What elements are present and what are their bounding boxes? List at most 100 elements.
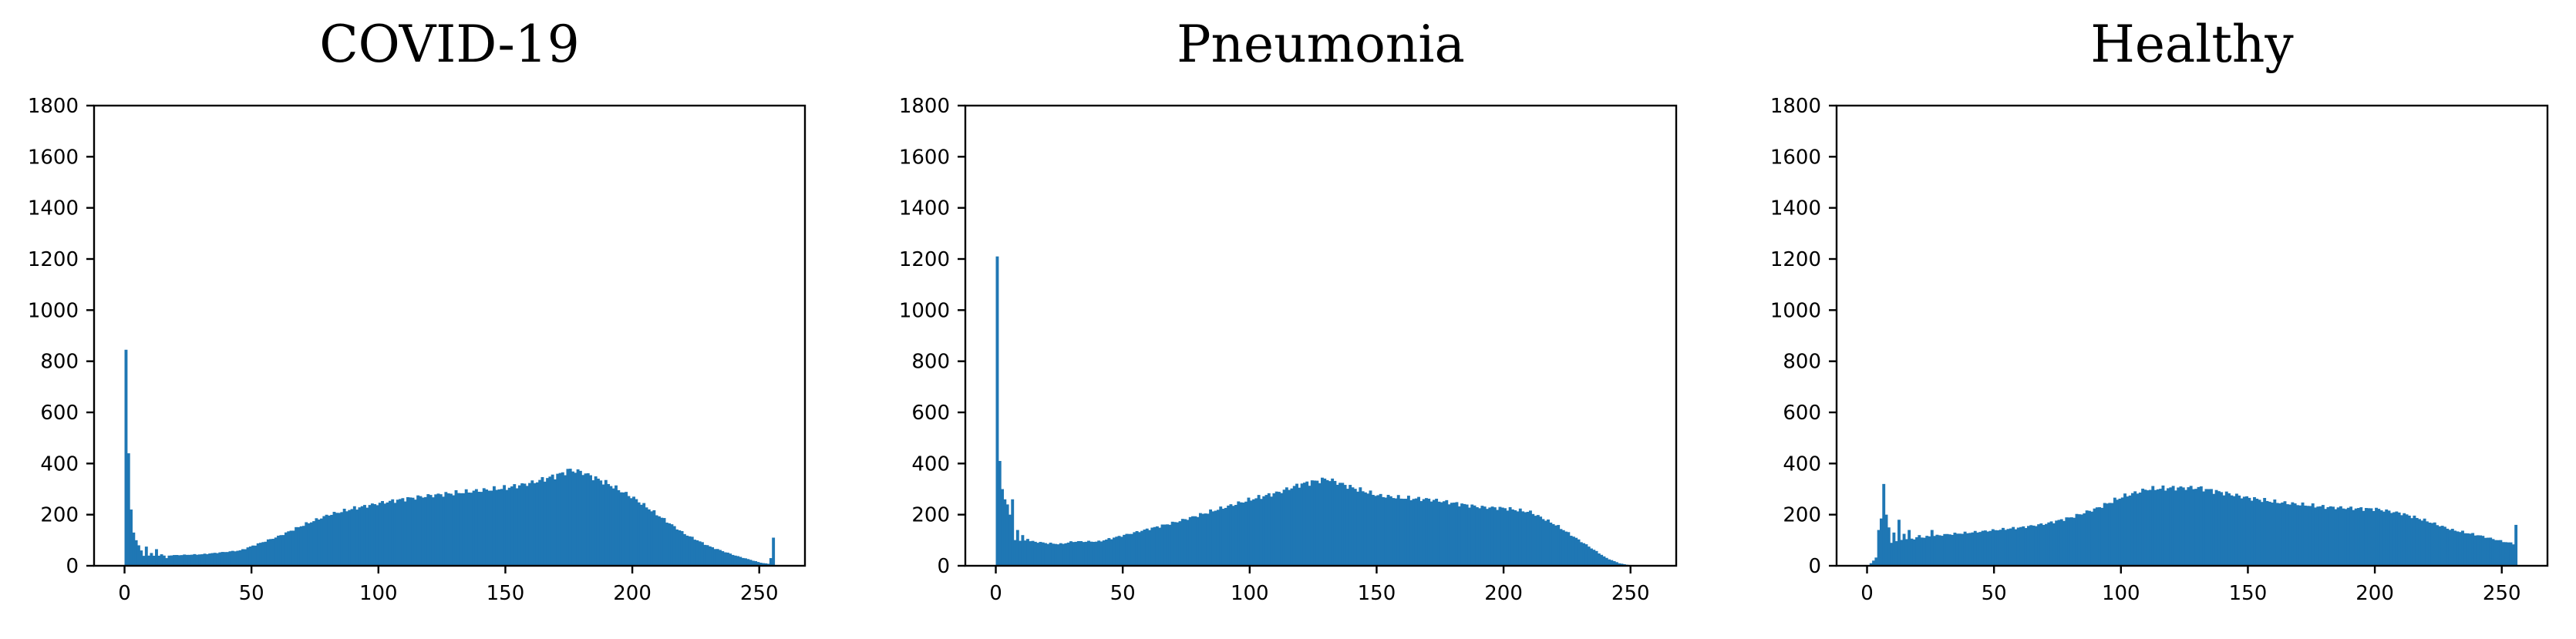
histogram-bar — [1094, 541, 1098, 566]
histogram-bar — [244, 549, 247, 566]
histogram-bar — [2494, 540, 2497, 566]
histogram-bar — [1382, 496, 1385, 566]
histogram-bar — [1544, 520, 1547, 566]
histogram-bar — [2273, 499, 2277, 566]
x-tick-label: 50 — [239, 582, 264, 605]
histogram-bar — [373, 504, 377, 566]
histogram-bar — [1191, 516, 1194, 566]
histogram-bar — [1076, 540, 1080, 566]
histogram-bar — [492, 486, 496, 566]
histogram-bar — [1961, 533, 1965, 566]
histogram-bar — [2138, 492, 2142, 566]
histogram-bar — [1473, 505, 1477, 566]
histogram-bar — [289, 530, 293, 566]
histogram-bar — [416, 495, 420, 566]
histogram-bar — [1254, 498, 1258, 566]
histogram-bar — [650, 511, 654, 566]
histogram-bar — [1351, 487, 1355, 566]
histogram-bar — [2098, 507, 2102, 566]
histogram-bar — [327, 515, 331, 566]
histogram-bar — [299, 526, 303, 566]
histogram-bar — [429, 495, 433, 566]
histogram-bar — [2167, 488, 2170, 566]
histogram-bar — [332, 512, 336, 566]
axes-frame — [93, 104, 806, 567]
histogram-bar — [581, 475, 585, 566]
histogram-bar — [1877, 530, 1881, 566]
histogram-bar — [241, 549, 244, 566]
histogram-bar — [1425, 498, 1428, 566]
histogram-bar — [2336, 507, 2340, 566]
histogram-bar — [358, 507, 362, 566]
histogram-bar — [157, 555, 161, 566]
histogram-bar — [621, 492, 625, 566]
histogram-bar — [254, 545, 258, 566]
histogram-bar — [236, 550, 240, 566]
histogram-bar — [1049, 542, 1052, 566]
histogram-bar — [2217, 491, 2221, 566]
histogram-bar — [342, 508, 346, 566]
histogram-bar — [1137, 532, 1141, 566]
histogram-bar — [1125, 533, 1129, 566]
histogram-bar — [566, 469, 570, 566]
histogram-bar — [2453, 530, 2457, 566]
histogram-bar — [2151, 486, 2155, 566]
histogram-bar — [1610, 560, 1614, 566]
histogram-bar — [271, 539, 275, 566]
histogram-bar — [2006, 529, 2010, 566]
histogram-bar — [396, 499, 399, 566]
histogram-bar — [2473, 535, 2477, 566]
histogram-bar — [1110, 539, 1113, 566]
axes-frame — [1835, 104, 2549, 567]
histogram-bar — [1166, 524, 1170, 566]
histogram-bar — [642, 503, 646, 566]
histogram-bar — [2433, 522, 2436, 566]
histogram-bar — [2418, 519, 2421, 566]
histogram-bar — [2332, 506, 2335, 566]
histogram-bar — [2120, 497, 2124, 566]
histogram-bar — [180, 555, 184, 566]
histogram-bar — [1892, 532, 1896, 566]
histogram-bar — [2369, 508, 2373, 566]
histogram-bar — [1257, 495, 1261, 566]
panel-1: COVID-1902004006008001000120014001600180… — [28, 15, 806, 605]
histogram-bar — [2501, 542, 2505, 566]
histogram-bar — [1396, 495, 1400, 566]
histogram-bar — [2037, 524, 2041, 566]
histogram-bar — [589, 475, 592, 566]
y-tick-label: 1800 — [899, 95, 950, 118]
histogram-bar — [1247, 497, 1251, 566]
histogram-bar — [472, 490, 476, 566]
histogram-bar — [1021, 535, 1025, 566]
histogram-bar — [1341, 483, 1345, 566]
histogram-bar — [2303, 505, 2307, 566]
histogram-bar — [1041, 542, 1045, 566]
histogram-bar — [228, 551, 232, 566]
histogram-bar — [609, 486, 613, 566]
histogram-bar — [1605, 557, 1608, 566]
histogram-bar — [1976, 532, 1979, 566]
histogram-bar — [665, 522, 668, 566]
histogram-bar — [2156, 489, 2160, 566]
panel-2: Pneumonia0200400600800100012001400160018… — [899, 15, 1678, 605]
histogram-bar — [716, 549, 719, 566]
histogram-bar — [2103, 503, 2106, 566]
histogram-bar — [1518, 508, 1522, 566]
histogram-bar — [682, 533, 686, 566]
histogram-bar — [401, 498, 405, 566]
histogram-bar — [2192, 489, 2195, 566]
histogram-bar — [1539, 516, 1543, 566]
histogram-bar — [454, 489, 458, 566]
histogram-bar — [1526, 512, 1530, 566]
histogram-bar — [2438, 526, 2442, 566]
histogram-bar — [190, 554, 194, 566]
histogram-bar — [1447, 504, 1451, 566]
histogram-bar — [1135, 531, 1139, 566]
histogram-bar — [1547, 519, 1550, 566]
histogram-bar — [393, 503, 397, 566]
histogram-bar — [2476, 535, 2480, 566]
histogram-bar — [2504, 542, 2507, 566]
histogram-bar — [647, 509, 651, 566]
histogram-bar — [1371, 494, 1375, 566]
histogram-bar — [1174, 522, 1177, 566]
